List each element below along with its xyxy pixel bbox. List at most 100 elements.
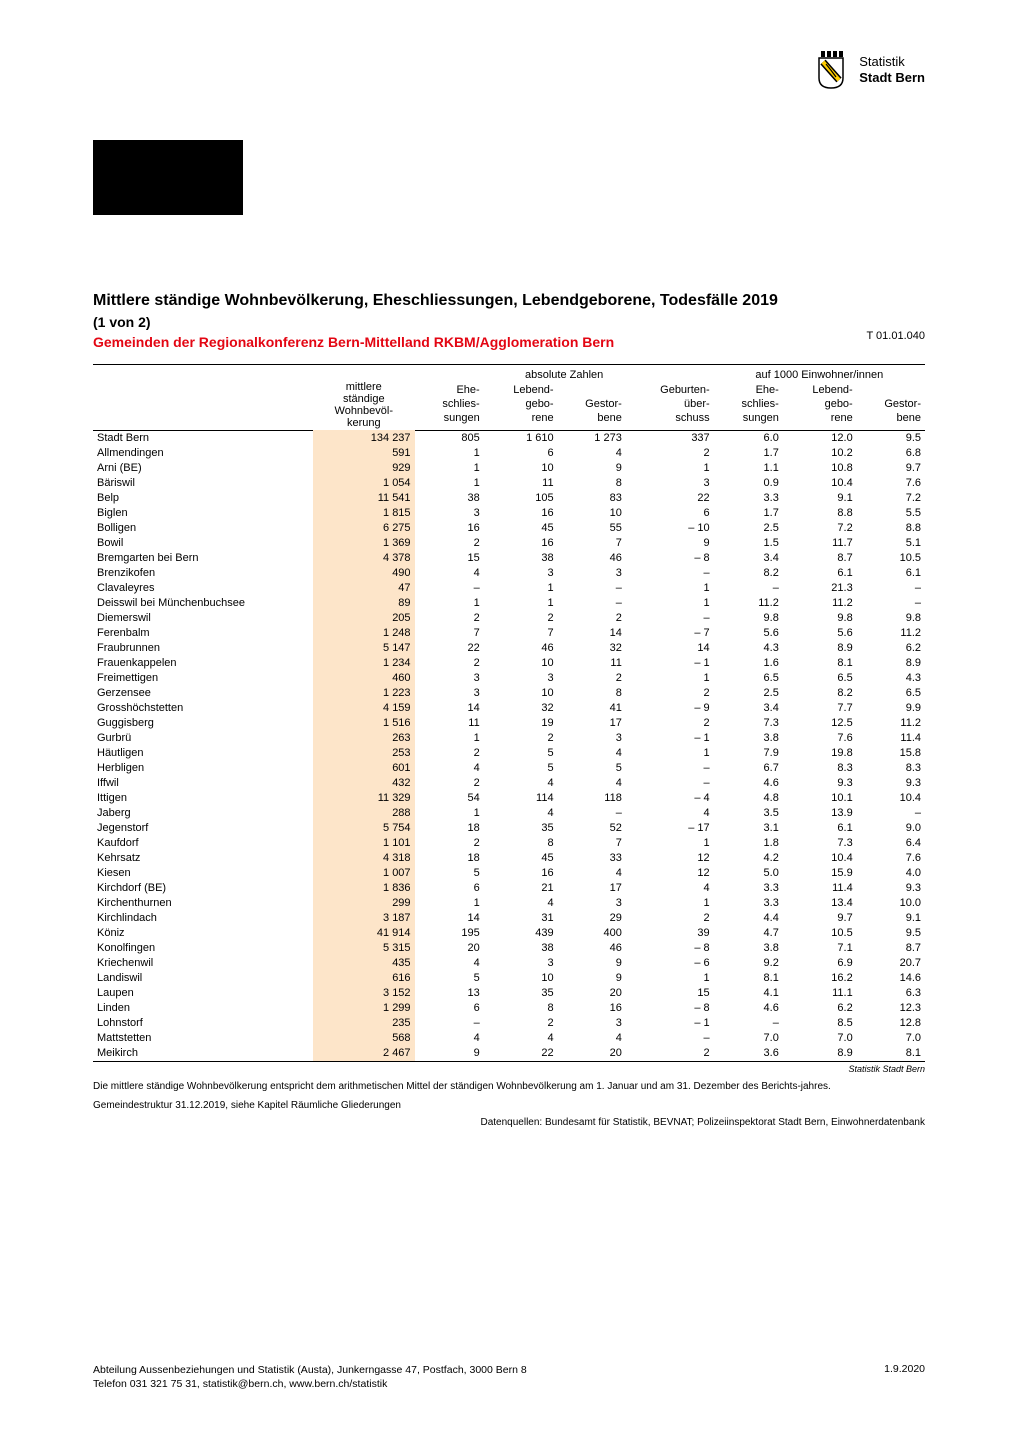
- cell-rate: 21.3: [783, 581, 857, 596]
- table-row: Meikirch2 4679222023.68.98.1: [93, 1046, 925, 1062]
- col-population: mittlereständigeWohnbevöl-kerung: [313, 365, 415, 430]
- cell-rate: 5.0: [714, 866, 783, 881]
- cell-rate: 7.6: [857, 476, 925, 491]
- cell-rate: 10.8: [783, 461, 857, 476]
- cell-rate: 8.9: [783, 1046, 857, 1062]
- cell-population: 490: [313, 566, 415, 581]
- cell-abs: 8: [484, 1001, 558, 1016]
- cell-rate: 3.3: [714, 881, 783, 896]
- cell-abs: 4: [484, 896, 558, 911]
- table-row: Belp11 5413810583223.39.17.2: [93, 491, 925, 506]
- cell-abs: 5: [415, 971, 484, 986]
- cell-abs: 16: [484, 536, 558, 551]
- cell-rate: 5.6: [783, 626, 857, 641]
- cell-rate: –: [857, 806, 925, 821]
- cell-gemeinde: Herbligen: [93, 761, 313, 776]
- cell-rate: 7.6: [783, 731, 857, 746]
- cell-rate: 9.8: [857, 611, 925, 626]
- cell-rate: 11.7: [783, 536, 857, 551]
- cell-rate: 4.7: [714, 926, 783, 941]
- cell-abs: 4: [558, 866, 626, 881]
- cell-population: 6 275: [313, 521, 415, 536]
- cell-abs: 7: [558, 536, 626, 551]
- table-row: Deisswil bei Münchenbuchsee8911–111.211.…: [93, 596, 925, 611]
- cell-rate: 10.2: [783, 446, 857, 461]
- cell-rate: 6.1: [857, 566, 925, 581]
- cell-abs: 9: [558, 956, 626, 971]
- col-gebor-rate: Lebend-gebo-rene: [783, 383, 857, 430]
- cell-abs: 31: [484, 911, 558, 926]
- cell-abs: 1: [415, 461, 484, 476]
- cell-rate: 10.4: [857, 791, 925, 806]
- cell-population: 1 248: [313, 626, 415, 641]
- cell-abs: 20: [558, 1046, 626, 1062]
- cell-rate: 9.9: [857, 701, 925, 716]
- table-row: Guggisberg1 51611191727.312.511.2: [93, 716, 925, 731]
- cell-population: 1 836: [313, 881, 415, 896]
- cell-rate: 11.2: [857, 626, 925, 641]
- cell-rate: 9.5: [857, 430, 925, 446]
- cell-abs: 3: [558, 1016, 626, 1031]
- cell-rate: 6.4: [857, 836, 925, 851]
- cell-population: 1 815: [313, 506, 415, 521]
- logo-line1: Statistik: [859, 54, 925, 70]
- cell-abs: 8: [558, 686, 626, 701]
- cell-abs: 2: [626, 686, 714, 701]
- cell-abs: 11: [484, 476, 558, 491]
- table-row: Diemerswil205222–9.89.89.8: [93, 611, 925, 626]
- cell-population: 1 054: [313, 476, 415, 491]
- cell-abs: 1: [626, 896, 714, 911]
- cell-rate: 9.1: [857, 911, 925, 926]
- cell-rate: 9.0: [857, 821, 925, 836]
- cell-rate: 9.3: [857, 776, 925, 791]
- cell-rate: 2.5: [714, 521, 783, 536]
- cell-abs: 38: [484, 941, 558, 956]
- cell-abs: – 10: [626, 521, 714, 536]
- cell-rate: 3.6: [714, 1046, 783, 1062]
- cell-abs: – 6: [626, 956, 714, 971]
- cell-rate: 3.8: [714, 731, 783, 746]
- cell-abs: 46: [558, 551, 626, 566]
- cell-abs: 19: [484, 716, 558, 731]
- cell-population: 235: [313, 1016, 415, 1031]
- cell-abs: 11: [415, 716, 484, 731]
- cell-population: 5 147: [313, 641, 415, 656]
- cell-rate: 8.2: [783, 686, 857, 701]
- page-title: Mittlere ständige Wohnbevölkerung, Ehesc…: [93, 290, 925, 312]
- cell-gemeinde: Konolfingen: [93, 941, 313, 956]
- cell-rate: 7.0: [857, 1031, 925, 1046]
- cell-abs: 4: [415, 761, 484, 776]
- cell-population: 134 237: [313, 430, 415, 446]
- cell-rate: 10.0: [857, 896, 925, 911]
- cell-abs: 41: [558, 701, 626, 716]
- table-row: Grosshöchstetten4 159143241– 93.47.79.9: [93, 701, 925, 716]
- cell-abs: 805: [415, 430, 484, 446]
- cell-abs: 8: [484, 836, 558, 851]
- col-gestor-rate: Gestor-bene: [857, 383, 925, 430]
- table-row: Gerzensee1 223310822.58.26.5: [93, 686, 925, 701]
- cell-population: 299: [313, 896, 415, 911]
- cell-population: 253: [313, 746, 415, 761]
- cell-gemeinde: Bäriswil: [93, 476, 313, 491]
- table-row: Freimettigen46033216.56.54.3: [93, 671, 925, 686]
- page-part: (1 von 2): [93, 314, 925, 330]
- cell-abs: 1: [415, 476, 484, 491]
- cell-gemeinde: Frauenkappelen: [93, 656, 313, 671]
- cell-abs: –: [626, 761, 714, 776]
- cell-abs: 4: [484, 1031, 558, 1046]
- cell-rate: 7.0: [783, 1031, 857, 1046]
- cell-rate: 11.4: [783, 881, 857, 896]
- col-ueber: Geburten-über-schuss: [626, 383, 714, 430]
- cell-abs: 1: [415, 446, 484, 461]
- cell-gemeinde: Arni (BE): [93, 461, 313, 476]
- cell-rate: 6.2: [783, 1001, 857, 1016]
- table-row: Kirchdorf (BE)1 8366211743.311.49.3: [93, 881, 925, 896]
- cell-rate: 6.5: [857, 686, 925, 701]
- cell-gemeinde: Häutligen: [93, 746, 313, 761]
- cell-abs: 16: [415, 521, 484, 536]
- cell-population: 435: [313, 956, 415, 971]
- cell-abs: 1: [484, 596, 558, 611]
- cell-gemeinde: Meikirch: [93, 1046, 313, 1062]
- cell-abs: 195: [415, 926, 484, 941]
- cell-rate: 3.8: [714, 941, 783, 956]
